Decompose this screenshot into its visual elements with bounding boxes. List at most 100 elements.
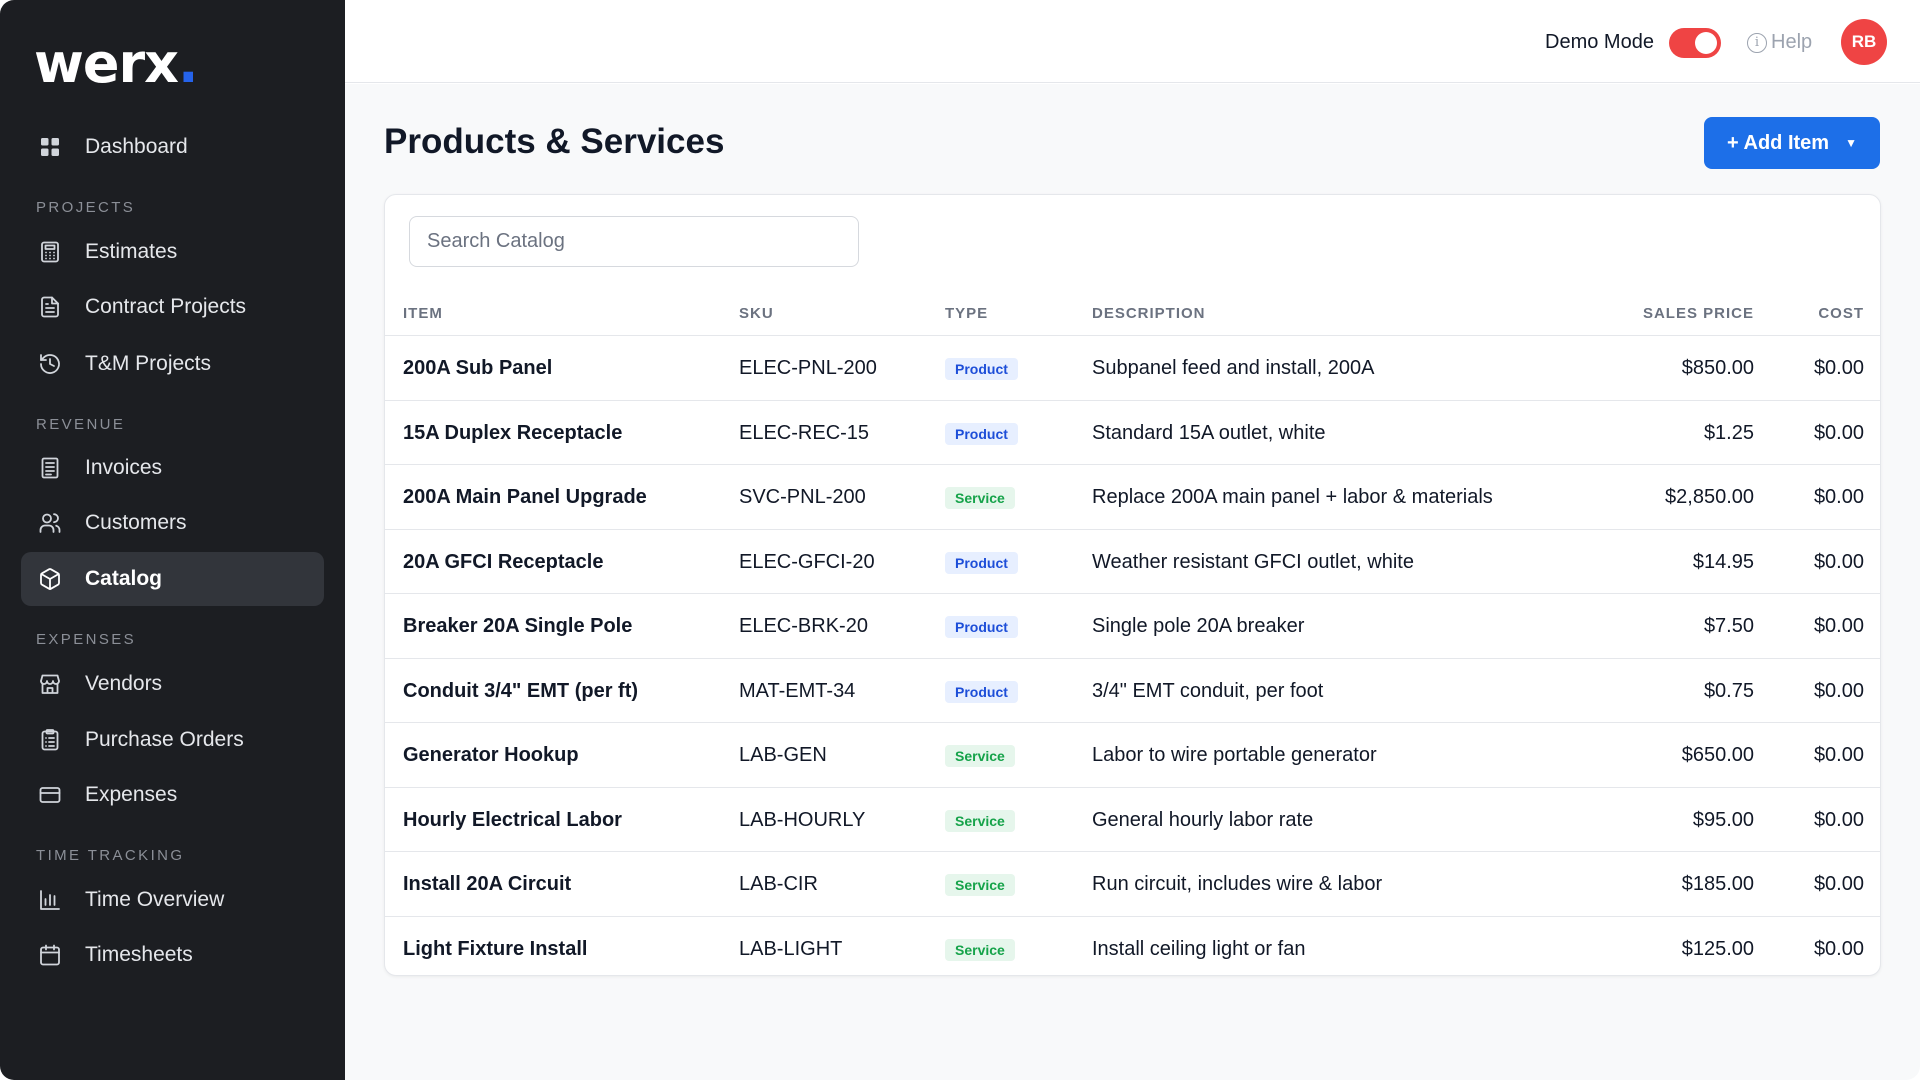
cost-cell: $0.00 bbox=[1813, 550, 1864, 573]
add-item-button[interactable]: + Add Item ▼ bbox=[1704, 117, 1880, 169]
cost-cell: $0.00 bbox=[1813, 744, 1864, 766]
sidebar-item-timesheets[interactable]: Timesheets bbox=[21, 928, 324, 982]
sidebar-item-contract-projects[interactable]: Contract Projects bbox=[21, 280, 324, 334]
catalog-card: ITEM SKU TYPE DESCRIPTION SALES PRICE CO… bbox=[384, 194, 1881, 976]
type-badge: Product bbox=[945, 616, 1018, 638]
type-badge: Product bbox=[945, 680, 1018, 703]
sidebar-item-label: Vendors bbox=[85, 672, 163, 696]
history-icon bbox=[37, 351, 63, 377]
search-input[interactable] bbox=[409, 216, 859, 267]
table-row[interactable]: Light Fixture Install LAB-LIGHT Service Ins… bbox=[385, 917, 1880, 976]
description-cell: Labor to wire portable generator bbox=[1092, 744, 1377, 766]
sidebar-item-estimates[interactable]: Estimates bbox=[21, 225, 324, 279]
sidebar-item-label: T&M Projects bbox=[85, 351, 212, 375]
sidebar-item-time-overview[interactable]: Time Overview bbox=[21, 873, 324, 927]
cost-cell: $0.00 bbox=[1813, 808, 1864, 831]
sidebar-item-purchase-orders[interactable]: Purchase Orders bbox=[21, 713, 324, 767]
sidebar-item-label: Timesheets bbox=[85, 943, 193, 967]
sku-cell: ELEC-REC-15 bbox=[739, 421, 870, 444]
item-name: Generator Hookup bbox=[403, 744, 579, 766]
section-label-time-tracking: TIME TRACKING bbox=[36, 846, 185, 864]
sidebar-item-customers[interactable]: Customers bbox=[21, 496, 324, 550]
table-row[interactable]: Breaker 20A Single Pole ELEC-BRK-20 Produc… bbox=[385, 594, 1880, 659]
sidebar-item-label: Estimates bbox=[85, 240, 178, 264]
grid-icon bbox=[37, 134, 63, 160]
cost-cell: $0.00 bbox=[1813, 357, 1864, 379]
type-badge: Service bbox=[945, 745, 1015, 767]
table-row[interactable]: 15A Duplex Receptacle ELEC-REC-15 Product S… bbox=[385, 401, 1880, 465]
avatar[interactable]: RB bbox=[1841, 19, 1887, 65]
table-row[interactable]: Install 20A Circuit LAB-CIR Service Run cir… bbox=[385, 852, 1880, 917]
info-icon: i bbox=[1747, 32, 1767, 53]
sidebar-item-invoices[interactable]: Invoices bbox=[21, 441, 324, 495]
sales-price-cell: $1.25 bbox=[1703, 421, 1754, 444]
header-description[interactable]: DESCRIPTION bbox=[1092, 305, 1206, 322]
sales-price-cell: $7.50 bbox=[1703, 615, 1754, 637]
users-icon bbox=[37, 510, 63, 536]
type-badge: Service bbox=[945, 938, 1015, 961]
demo-mode-label: Demo Mode bbox=[1545, 31, 1654, 53]
sidebar: werx. Dashboard PROJECTS Estimates Contract… bbox=[0, 0, 345, 1080]
sales-price-cell: $2,850.00 bbox=[1665, 486, 1754, 508]
table-row[interactable]: Generator Hookup LAB-GEN Service Labor to w… bbox=[385, 723, 1880, 788]
sku-cell: ELEC-BRK-20 bbox=[739, 615, 868, 637]
description-cell: Install ceiling light or fan bbox=[1092, 937, 1306, 960]
table-row[interactable]: Hourly Electrical Labor LAB-HOURLY Service… bbox=[385, 788, 1880, 852]
table-row[interactable]: 200A Sub Panel ELEC-PNL-200 Product Subpane… bbox=[385, 336, 1880, 401]
header-type[interactable]: TYPE bbox=[945, 305, 989, 322]
item-name: 15A Duplex Receptacle bbox=[403, 421, 623, 444]
sku-cell: LAB-GEN bbox=[739, 744, 827, 766]
calendar-icon bbox=[37, 942, 63, 968]
sku-cell: MAT-EMT-34 bbox=[739, 679, 856, 702]
item-name: Light Fixture Install bbox=[403, 937, 588, 960]
chevron-down-icon: ▼ bbox=[1845, 136, 1857, 150]
sidebar-item-dashboard[interactable]: Dashboard bbox=[21, 120, 324, 174]
main-content: Products & Services + Add Item ▼ ITEM SK… bbox=[345, 84, 1920, 1080]
description-cell: Run circuit, includes wire & labor bbox=[1092, 873, 1383, 895]
header-item[interactable]: ITEM bbox=[403, 305, 443, 322]
sidebar-item-label: Invoices bbox=[85, 455, 163, 479]
sku-cell: LAB-CIR bbox=[739, 873, 818, 895]
sales-price-cell: $125.00 bbox=[1681, 937, 1754, 960]
sales-price-cell: $185.00 bbox=[1681, 873, 1754, 895]
description-cell: 3/4" EMT conduit, per foot bbox=[1092, 679, 1324, 702]
table-row[interactable]: 20A GFCI Receptacle ELEC-GFCI-20 Product We… bbox=[385, 530, 1880, 594]
sales-price-cell: $95.00 bbox=[1692, 808, 1754, 831]
sidebar-item-expenses[interactable]: Expenses bbox=[21, 768, 324, 822]
sales-price-cell: $14.95 bbox=[1692, 550, 1754, 573]
sales-price-cell: $850.00 bbox=[1681, 357, 1754, 379]
sidebar-item-label: Catalog bbox=[85, 567, 163, 591]
sku-cell: ELEC-PNL-200 bbox=[739, 357, 877, 379]
sidebar-item-vendors[interactable]: Vendors bbox=[21, 657, 324, 711]
credit-card-icon bbox=[37, 782, 63, 808]
item-name: Install 20A Circuit bbox=[403, 873, 572, 895]
store-icon bbox=[37, 671, 63, 697]
sidebar-item-tandm-projects[interactable]: T&M Projects bbox=[21, 337, 324, 391]
clipboard-icon bbox=[37, 727, 63, 753]
header-sku[interactable]: SKU bbox=[739, 305, 774, 322]
type-badge: Product bbox=[945, 551, 1018, 574]
table-row[interactable]: 200A Main Panel Upgrade SVC-PNL-200 Servic… bbox=[385, 465, 1880, 530]
sidebar-item-label: Expenses bbox=[85, 782, 178, 806]
document-icon bbox=[37, 294, 63, 320]
sku-cell: ELEC-GFCI-20 bbox=[739, 550, 875, 573]
type-badge: Service bbox=[945, 487, 1015, 509]
section-label-revenue: REVENUE bbox=[36, 415, 126, 433]
help-link[interactable]: i Help bbox=[1747, 31, 1812, 54]
cost-cell: $0.00 bbox=[1813, 615, 1864, 637]
demo-mode-toggle[interactable] bbox=[1669, 28, 1721, 58]
cost-cell: $0.00 bbox=[1813, 679, 1864, 702]
calculator-icon bbox=[37, 239, 63, 265]
header-cost[interactable]: COST bbox=[1818, 305, 1864, 322]
header-sales-price[interactable]: SALES PRICE bbox=[1642, 305, 1754, 322]
sidebar-item-catalog[interactable]: Catalog bbox=[21, 552, 324, 607]
sku-cell: LAB-LIGHT bbox=[739, 937, 843, 960]
item-name: Hourly Electrical Labor bbox=[403, 808, 622, 831]
table-row[interactable]: Conduit 3/4" EMT (per ft) MAT-EMT-34 Produ… bbox=[385, 659, 1880, 723]
werx-logo[interactable]: werx. bbox=[34, 32, 198, 95]
box-icon bbox=[37, 566, 63, 592]
type-badge: Product bbox=[945, 358, 1018, 380]
type-badge: Service bbox=[945, 809, 1015, 832]
description-cell: Standard 15A outlet, white bbox=[1092, 421, 1326, 444]
